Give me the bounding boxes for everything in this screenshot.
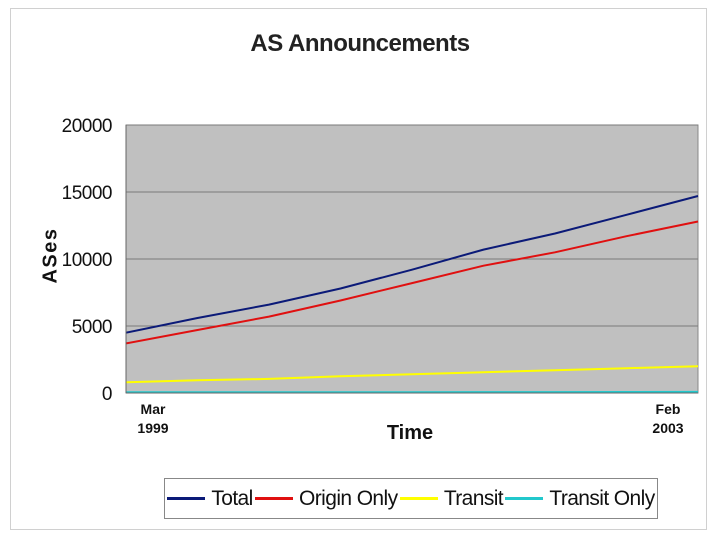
- x-end-label: Feb 2003: [642, 400, 694, 438]
- legend-swatch-origin-only: [255, 497, 294, 500]
- legend-swatch-total: [167, 497, 206, 500]
- y-tick-label: 0: [102, 384, 112, 405]
- y-tick-label: 5000: [72, 317, 112, 338]
- legend-swatch-transit: [399, 497, 438, 500]
- legend-item-origin-only: Origin Only: [255, 486, 398, 511]
- x-start-month: Mar: [140, 401, 166, 417]
- series-line-total: [125, 195, 699, 334]
- y-tick-label: 10000: [62, 250, 112, 271]
- legend-label-transit-only: Transit Only: [549, 486, 655, 510]
- x-start-year: 1999: [137, 420, 169, 436]
- y-axis-title: ASes: [39, 227, 62, 284]
- legend-item-transit: Transit: [399, 486, 504, 511]
- y-tick-labels: 0 5000 10000 15000 20000: [62, 116, 113, 405]
- series-line-origin-only: [125, 220, 699, 345]
- legend-label-origin-only: Origin Only: [299, 486, 398, 510]
- y-tick-label: 15000: [62, 183, 112, 204]
- legend: Total Origin Only Transit Transit Only: [164, 478, 658, 519]
- x-end-month: Feb: [655, 401, 681, 417]
- x-axis-title: Time: [386, 422, 434, 444]
- legend-swatch-transit-only: [505, 497, 544, 500]
- legend-item-transit-only: Transit Only: [505, 486, 655, 511]
- legend-item-total: Total: [167, 486, 253, 511]
- x-start-label: Mar 1999: [127, 400, 179, 438]
- y-tick-label: 20000: [62, 116, 112, 137]
- chart-title: AS Announcements: [250, 30, 470, 57]
- series-lines: [125, 195, 699, 394]
- x-end-year: 2003: [652, 420, 684, 436]
- series-line-transit: [125, 365, 699, 384]
- legend-label-transit: Transit: [443, 486, 504, 510]
- legend-label-total: Total: [211, 486, 253, 510]
